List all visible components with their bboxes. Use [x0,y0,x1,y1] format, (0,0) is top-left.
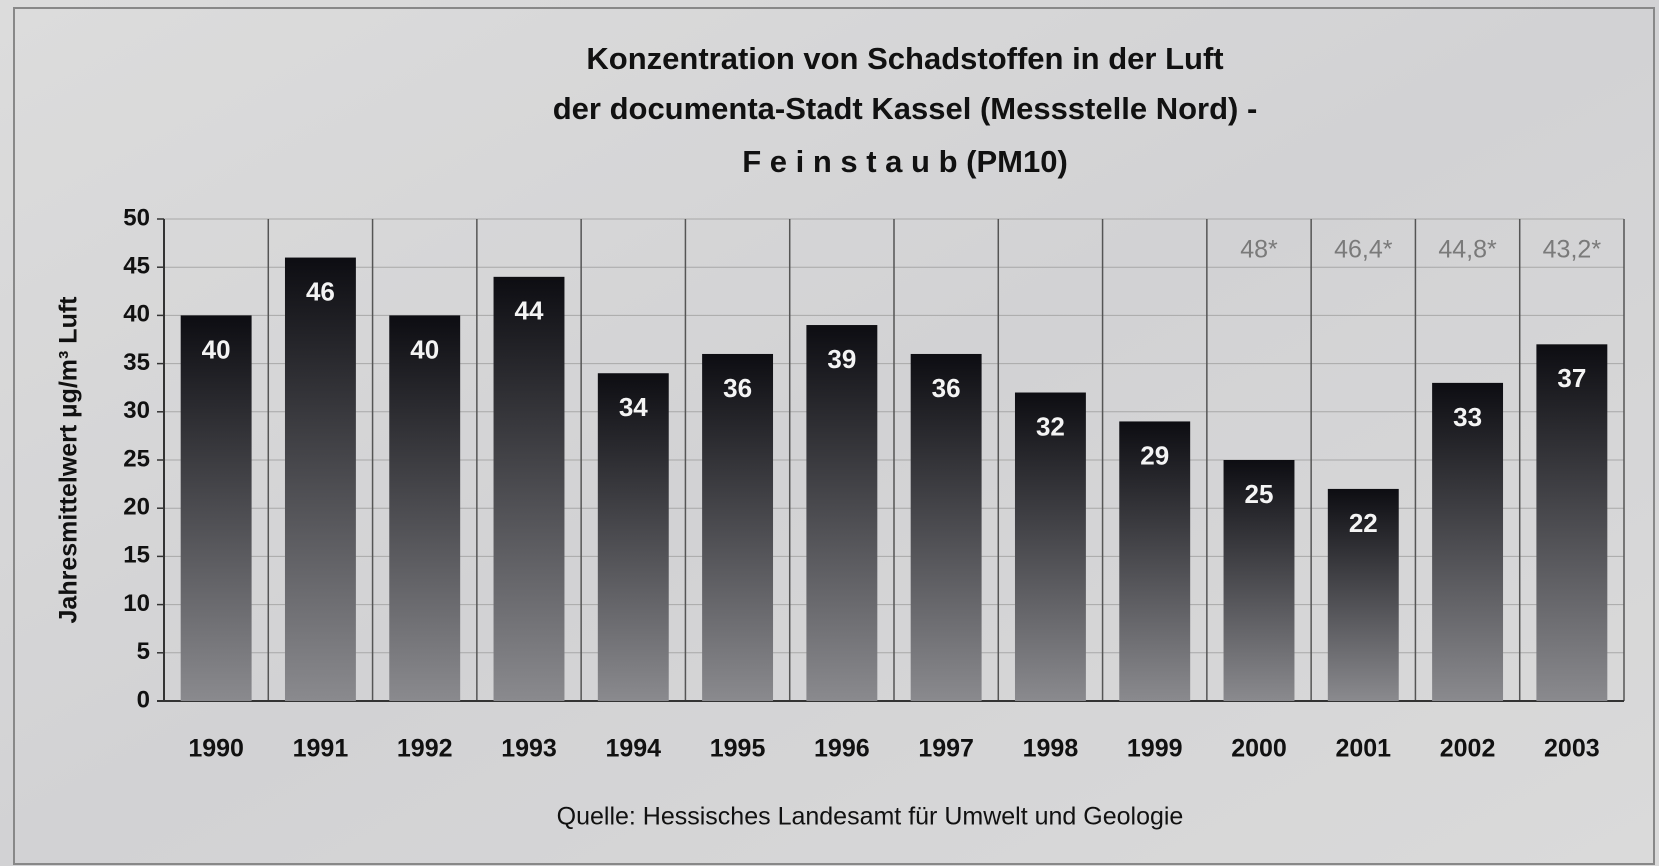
annotation: 44,8* [1438,236,1497,264]
data-label: 37 [1557,363,1586,393]
data-label: 22 [1349,508,1378,538]
y-axis-label: Jahresmittelwert µg/m³ Luft [55,296,83,624]
data-label: 36 [932,373,961,403]
data-label: 46 [306,276,335,306]
x-tick-label: 2002 [1440,735,1496,763]
x-tick-label: 1994 [605,735,661,763]
x-tick-label: 1997 [918,735,974,763]
annotation: 43,2* [1543,236,1602,264]
y-tick-label: 15 [123,542,150,569]
x-tick-label: 2003 [1544,735,1600,763]
x-tick-label: 1991 [293,735,349,763]
chart-title: Konzentration von Schadstoffen in der Lu… [586,41,1223,76]
x-tick-label: 1992 [397,735,453,763]
bar [597,373,669,701]
bar [180,315,252,701]
x-tick-label: 1990 [188,735,244,763]
x-tick-label: 2001 [1335,735,1391,763]
chart-title: F e i n s t a u b (PM10) [742,144,1068,179]
y-tick-label: 45 [123,253,150,280]
data-label: 25 [1245,479,1274,509]
data-label: 40 [410,334,439,364]
y-tick-label: 50 [123,204,150,231]
data-label: 39 [827,344,856,374]
bar [284,257,356,701]
bar [389,315,461,701]
y-tick-label: 40 [123,301,150,328]
data-label: 36 [723,373,752,403]
y-tick-label: 0 [137,686,150,713]
source: Quelle: Hessisches Landesamt für Umwelt … [557,803,1184,831]
bar [1014,392,1086,701]
x-tick-label: 1995 [710,735,766,763]
bar [1119,421,1191,701]
x-tick-label: 1998 [1023,735,1079,763]
x-tick-label: 2000 [1231,735,1287,763]
bar [493,276,565,701]
y-tick-label: 10 [123,590,150,617]
x-tick-label: 1999 [1127,735,1183,763]
chart-title: der documenta-Stadt Kassel (Messstelle N… [553,91,1258,126]
data-label: 40 [202,334,231,364]
x-tick-label: 1996 [814,735,870,763]
annotation: 48* [1240,236,1278,264]
y-tick-label: 5 [137,638,150,665]
x-tick-label: 1993 [501,735,557,763]
data-label: 33 [1453,402,1482,432]
data-label: 34 [619,392,648,422]
annotation: 46,4* [1334,236,1393,264]
data-label: 29 [1140,440,1169,470]
bar [806,325,878,701]
bar [1432,382,1504,701]
y-tick-label: 20 [123,494,150,521]
bar [1223,460,1295,701]
frame [13,7,1655,865]
y-tick-label: 30 [123,397,150,424]
y-tick-label: 35 [123,349,150,376]
bar [1536,344,1608,701]
bar [910,353,982,701]
bar [702,353,774,701]
data-label: 44 [515,296,544,326]
bar [1327,488,1399,701]
y-tick-label: 25 [123,445,150,472]
data-label: 32 [1036,411,1065,441]
